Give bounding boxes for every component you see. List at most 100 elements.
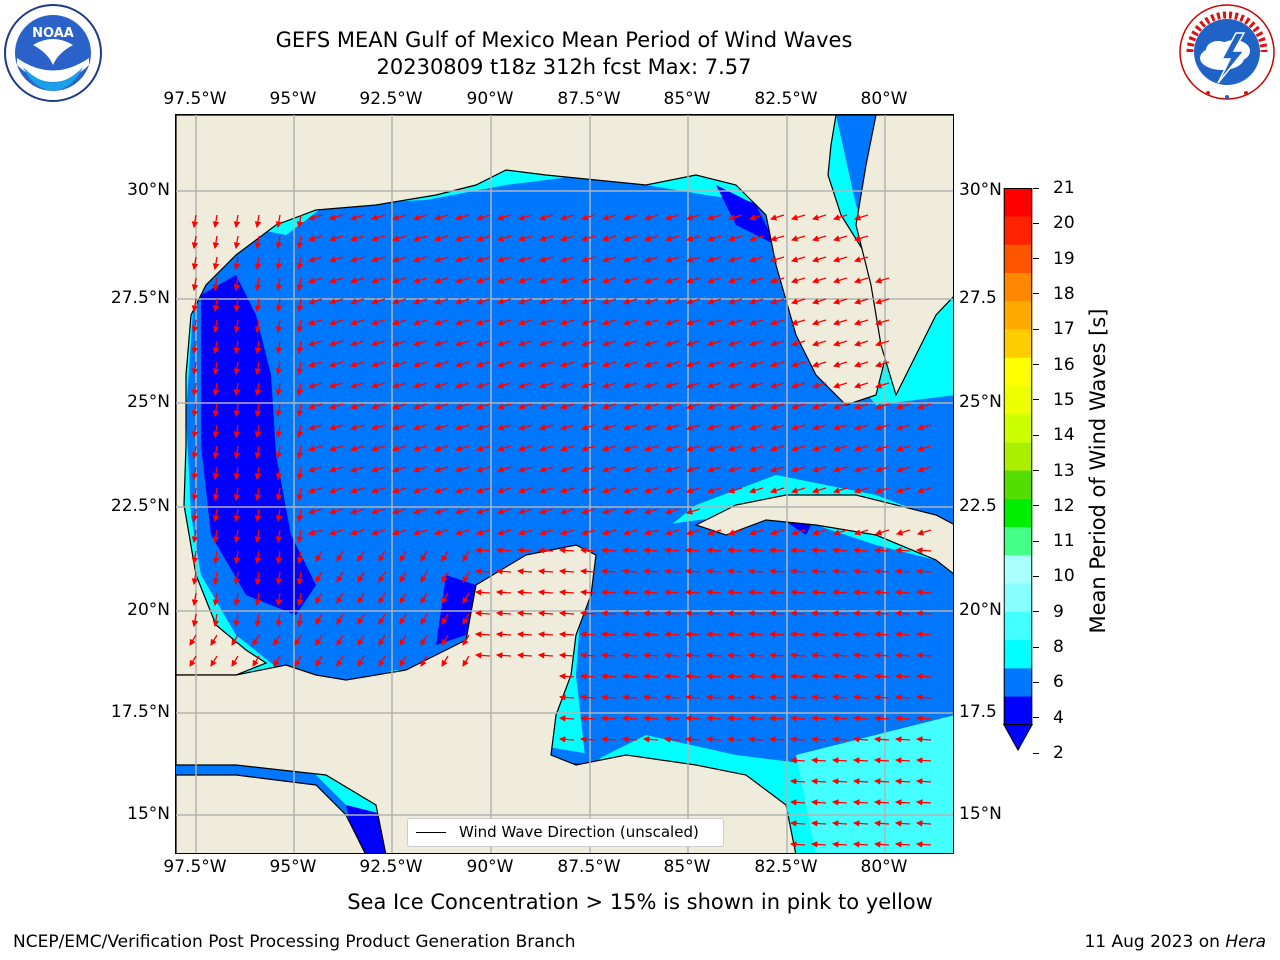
direction-arrow (769, 277, 785, 284)
direction-arrow (727, 277, 743, 284)
direction-arrow (895, 466, 911, 473)
direction-arrow (328, 361, 344, 368)
direction-arrow (307, 361, 323, 368)
direction-arrow (748, 235, 764, 242)
direction-arrow (600, 694, 617, 701)
colorbar-tick-label: 6 (1053, 672, 1064, 693)
direction-arrow (412, 235, 428, 242)
direction-arrow (399, 550, 407, 562)
direction-arrow (496, 340, 512, 347)
direction-arrow (768, 652, 785, 659)
direction-arrow (495, 547, 512, 554)
direction-arrow (874, 319, 890, 326)
colorbar (1003, 188, 1033, 752)
direction-arrow (191, 529, 199, 544)
direction-arrow (475, 277, 491, 284)
direction-arrow (296, 319, 304, 334)
colorbar-tick-label: 16 (1053, 354, 1075, 375)
direction-arrow (853, 445, 869, 452)
direction-arrow (212, 466, 220, 481)
direction-arrow (747, 694, 764, 701)
direction-arrow (664, 403, 680, 410)
direction-arrow (811, 319, 827, 326)
noaa-logo: NOAA (4, 4, 102, 102)
direction-arrow (643, 361, 659, 368)
map-legend: Wind Wave Direction (unscaled) (407, 818, 724, 847)
direction-arrow (915, 568, 932, 575)
direction-arrow (399, 571, 407, 583)
direction-arrow (433, 403, 449, 410)
direction-arrow (328, 319, 344, 326)
colorbar-tick-mark (1033, 222, 1039, 224)
map-canvas (176, 115, 953, 853)
direction-arrow (915, 715, 932, 722)
direction-arrow (916, 403, 932, 410)
direction-arrow (748, 214, 764, 221)
direction-arrow (496, 319, 512, 326)
direction-arrow (559, 340, 575, 347)
direction-arrow (517, 256, 533, 263)
direction-arrow (307, 466, 323, 473)
direction-arrow (307, 529, 323, 536)
lon-tick-bottom: 95°W (269, 857, 317, 877)
direction-arrow (275, 361, 283, 376)
direction-arrow (600, 610, 617, 617)
lat-tick-left: 17.5°N (110, 702, 170, 722)
direction-arrow (664, 508, 680, 515)
direction-arrow (769, 214, 785, 221)
direction-arrow (454, 508, 470, 515)
direction-arrow (874, 445, 890, 452)
direction-arrow (643, 445, 659, 452)
direction-arrow (441, 655, 449, 667)
direction-arrow (370, 214, 386, 221)
direction-arrow (538, 256, 554, 263)
direction-arrow (212, 508, 220, 523)
direction-arrow (643, 424, 659, 431)
direction-arrow (496, 235, 512, 242)
direction-arrow (349, 424, 365, 431)
direction-arrow (233, 214, 241, 229)
direction-arrow (517, 466, 533, 473)
direction-arrow (275, 592, 283, 607)
direction-arrow (496, 466, 512, 473)
colorbar-tick-label: 20 (1053, 213, 1075, 234)
direction-arrow (579, 568, 596, 575)
direction-arrow (810, 652, 827, 659)
direction-arrow (810, 589, 827, 596)
direction-arrow (252, 634, 260, 646)
direction-arrow (517, 424, 533, 431)
direction-arrow (685, 466, 701, 473)
direction-arrow (212, 235, 220, 250)
direction-arrow (790, 529, 806, 536)
direction-arrow (789, 799, 806, 806)
direction-arrow (579, 610, 596, 617)
direction-arrow (517, 214, 533, 221)
direction-arrow (642, 631, 659, 638)
direction-arrow (874, 529, 890, 536)
direction-arrow (296, 466, 304, 481)
direction-arrow (685, 487, 701, 494)
direction-arrow (210, 655, 218, 667)
direction-arrow (328, 214, 344, 221)
direction-arrow (391, 361, 407, 368)
colorbar-segment (1003, 244, 1033, 273)
direction-arrow (328, 235, 344, 242)
direction-arrow (233, 613, 241, 628)
direction-arrow (916, 445, 932, 452)
direction-arrow (600, 652, 617, 659)
direction-arrow (748, 340, 764, 347)
direction-arrow (705, 631, 722, 638)
direction-arrow (328, 529, 344, 536)
direction-arrow (558, 715, 575, 722)
direction-arrow (915, 820, 932, 827)
direction-arrow (663, 673, 680, 680)
direction-arrow (706, 487, 722, 494)
direction-arrow (233, 571, 241, 586)
direction-arrow (433, 319, 449, 326)
direction-arrow (853, 361, 869, 368)
direction-arrow (873, 547, 890, 554)
direction-arrow (601, 487, 617, 494)
direction-arrow (349, 466, 365, 473)
direction-arrow (726, 652, 743, 659)
sea-ice-note: Sea Ice Concentration > 15% is shown in … (347, 890, 933, 914)
